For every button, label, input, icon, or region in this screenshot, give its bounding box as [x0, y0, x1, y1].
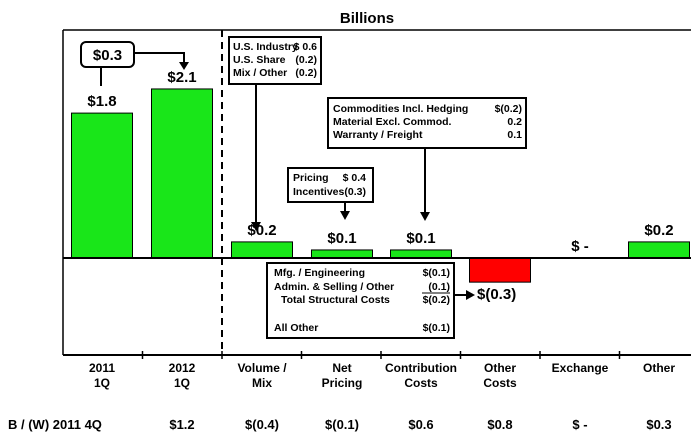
value-label-3: $0.1 [327, 230, 356, 247]
box-contribution-value-0: $(0.2) [495, 103, 522, 115]
box-contribution-value-1: 0.2 [507, 116, 522, 128]
value-label-7: $0.2 [644, 222, 673, 239]
value-label-2: $0.2 [247, 222, 276, 239]
bar-3 [311, 249, 373, 259]
box-other-value-2: $(0.2) [423, 294, 450, 306]
bar-0 [71, 112, 133, 259]
category-label-4-1: Costs [404, 376, 438, 390]
value-label-0: $1.8 [87, 93, 116, 110]
box-volume-label-1: U.S. Share [233, 54, 286, 66]
box-contribution-label-0: Commodities Incl. Hedging [333, 103, 468, 115]
ticks-group [141, 351, 621, 359]
row-value-4: $0.8 [487, 417, 512, 432]
box-pricing-value-1: (0.3) [344, 186, 366, 198]
category-label-0-1: 1Q [94, 376, 110, 390]
chart-title: Billions [340, 10, 394, 27]
box-other-label-3: All Other [274, 322, 318, 334]
box-other-label-1: Admin. & Selling / Other [274, 281, 394, 293]
pricing-arrowhead [340, 211, 350, 220]
box-pricing-label-0: Pricing [293, 172, 329, 184]
category-label-5-0: Other [484, 361, 516, 375]
value-label-5: $(0.3) [477, 286, 516, 303]
bridge-label: $0.3 [93, 47, 122, 64]
bar-1 [151, 88, 213, 259]
other-costs-box [266, 262, 455, 339]
row-value-3: $0.6 [408, 417, 433, 432]
detail-box-other-costs: Mfg. / Engineering $(0.1) Admin. & Selling… [266, 262, 475, 339]
detail-box-volume: U.S. Industry$ 0.6 U.S. Share (0.2) Mix / O… [228, 36, 322, 231]
volume-box [228, 36, 322, 85]
box-volume-value-1: (0.2) [295, 54, 317, 66]
detail-box-contribution: Commodities Incl. Hedging $(0.2) Material … [327, 97, 527, 221]
pricing-box [287, 167, 374, 203]
category-label-1-0: 2012 [169, 361, 196, 375]
box-other-value-0: $(0.1) [423, 267, 450, 279]
bar-2 [231, 241, 293, 259]
box-contribution-value-2: 0.1 [507, 129, 522, 141]
row-value-0: $1.2 [169, 417, 194, 432]
category-label-3-1: Pricing [322, 376, 363, 390]
category-label-4-0: Contribution [385, 361, 457, 375]
row-value-5: $ - [572, 417, 587, 432]
category-label-3-0: Net [332, 361, 351, 375]
volume-arrowhead [251, 222, 261, 231]
row-label: B / (W) 2011 4Q [8, 417, 102, 432]
category-label-0-0: 2011 [89, 361, 115, 375]
pricing-box-rows: Pricing $ 0.4 Incentives (0.3) [293, 172, 366, 198]
bridge-box [80, 41, 135, 68]
category-label-2-1: Mix [252, 376, 272, 390]
other-costs-arrowhead [466, 290, 475, 300]
detail-box-pricing: Pricing $ 0.4 Incentives (0.3) [287, 167, 374, 220]
box-volume-value-2: (0.2) [295, 67, 317, 79]
category-label-6-0: Exchange [552, 361, 609, 375]
box-contribution-label-2: Warranty / Freight [333, 129, 423, 141]
contribution-box-rows: Commodities Incl. Hedging $(0.2) Material … [333, 103, 522, 141]
box-pricing-value-0: $ 0.4 [343, 172, 367, 184]
value-label-6: $ - [571, 238, 589, 255]
bridge-callout: $0.3 [80, 41, 189, 86]
box-volume-label-0: U.S. Industry [233, 41, 298, 53]
category-label-2-0: Volume / [237, 361, 287, 375]
box-volume-value-0: $ 0.6 [294, 41, 318, 53]
box-other-value-1: (0.1) [428, 281, 450, 293]
bridge-arrow [134, 52, 185, 62]
value-labels-group: $1.8 $2.1 $0.2 $0.1 $0.1 $(0.3) $ - $0.2 [87, 69, 673, 303]
box-contribution-label-1: Material Excl. Commod. [333, 116, 452, 128]
box-other-value-3: $(0.1) [423, 322, 450, 334]
bar-7 [628, 241, 690, 259]
row-value-1: $(0.4) [245, 417, 279, 432]
contribution-arrowhead [420, 212, 430, 221]
row-value-2: $(0.1) [325, 417, 359, 432]
bridge-arrowhead [179, 62, 189, 70]
box-volume-label-2: Mix / Other [233, 67, 287, 79]
row-group: B / (W) 2011 4Q $1.2 $(0.4) $(0.1) $0.6 $0.8 $… [8, 417, 672, 432]
box-other-label-2: Total Structural Costs [281, 294, 390, 306]
bar-4 [390, 249, 452, 259]
value-label-4: $0.1 [406, 230, 435, 247]
row-value-6: $0.3 [646, 417, 671, 432]
category-label-1-1: 1Q [174, 376, 190, 390]
box-other-label-0: Mfg. / Engineering [274, 267, 365, 279]
contribution-box [327, 97, 527, 149]
value-label-1: $2.1 [167, 69, 196, 86]
box-pricing-label-1: Incentives [293, 186, 345, 198]
category-label-5-1: Costs [483, 376, 517, 390]
category-label-7-0: Other [643, 361, 675, 375]
bar-5 [469, 257, 531, 283]
volume-box-rows: U.S. Industry$ 0.6 U.S. Share (0.2) Mix / O… [233, 41, 317, 79]
other-costs-box-rows: Mfg. / Engineering $(0.1) Admin. & Selling… [274, 267, 450, 334]
